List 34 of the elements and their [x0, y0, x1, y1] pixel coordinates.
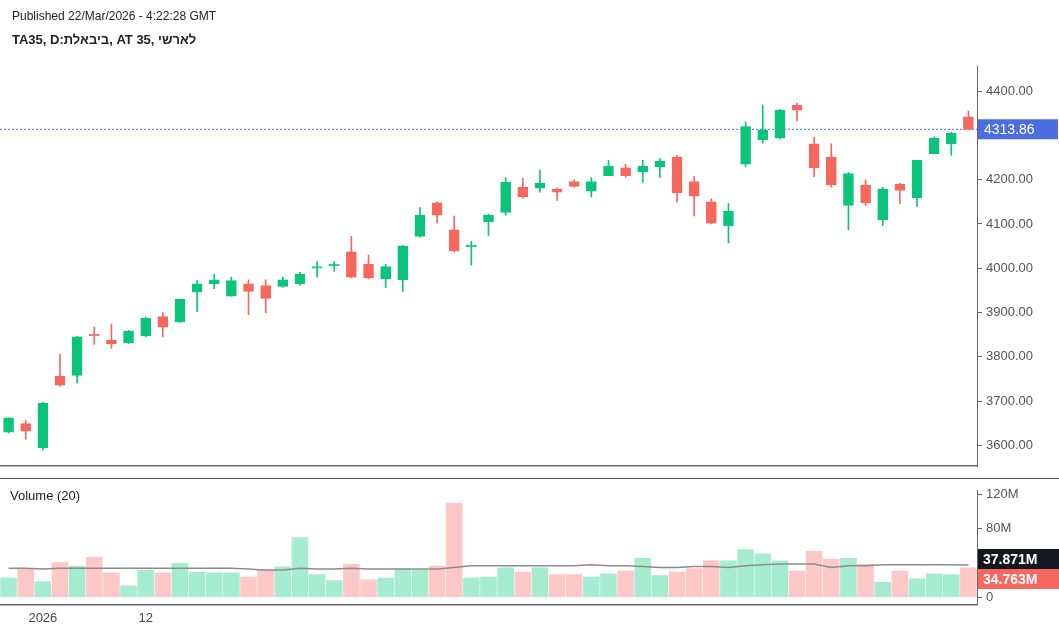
text: 34.763M	[983, 570, 1038, 587]
y-tick-label: 120M	[986, 485, 1019, 501]
y-tick-label: 3800.00	[986, 348, 1033, 364]
candlestick	[311, 261, 323, 278]
y-tick-label: 3900.00	[986, 304, 1033, 320]
chart-subtitle: Published 22/Mar/2026 - 4:22:28 GMT	[12, 9, 217, 23]
bar	[34, 581, 52, 598]
bar	[891, 570, 909, 598]
y-tick-label: 80M	[986, 520, 1012, 536]
bar	[960, 567, 977, 598]
x-tick-label: 12	[138, 609, 153, 625]
chart-title: TA35, D:ביבאלת, AT 35, לארשי	[12, 32, 197, 47]
bar	[0, 577, 17, 598]
y-tick-label: 4100.00	[986, 215, 1033, 231]
bar	[514, 571, 532, 598]
bar	[531, 567, 549, 598]
y-tick-label: 4000.00	[986, 259, 1033, 275]
chart-title: Volume (20)	[10, 488, 81, 503]
bar	[68, 565, 86, 598]
bar	[154, 572, 172, 598]
bar	[857, 563, 874, 598]
bar	[840, 557, 857, 598]
x-tick-label: 2026	[28, 609, 58, 625]
bar	[617, 570, 634, 598]
bar	[874, 582, 892, 598]
bar	[17, 568, 35, 598]
ref-line-label: 4313.86	[984, 121, 1035, 138]
y-tick-label: 3700.00	[986, 392, 1033, 408]
y-tick-label: 3600.00	[986, 436, 1033, 452]
bar	[51, 562, 69, 598]
text: 37.871M	[983, 550, 1038, 567]
y-tick-label: 4200.00	[986, 171, 1033, 187]
y-tick-label: 0	[986, 589, 994, 605]
y-tick-label: 4400.00	[986, 82, 1033, 98]
